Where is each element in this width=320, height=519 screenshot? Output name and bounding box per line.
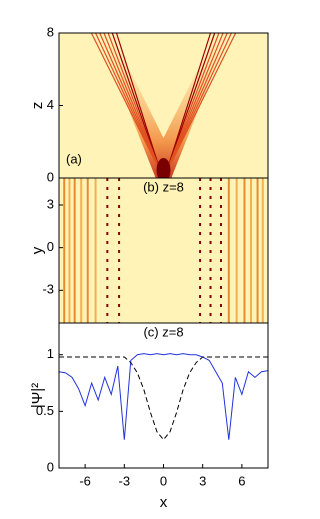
x-axis-label: x xyxy=(160,494,168,511)
heatmap-ridge xyxy=(165,32,228,174)
y-axis-label: |Ψ|² xyxy=(29,383,46,408)
heatmap-ridge xyxy=(165,32,220,174)
plot-bg xyxy=(59,323,268,468)
figure: 0 4 8 z (a) -3 0 3 y (b) z=8 -6 -3 0 3 6 x 0 0.5 1 |Ψ|² (c) … xyxy=(29,24,269,511)
y-axis-label: y xyxy=(29,246,46,254)
y-tick-label: 0 xyxy=(47,459,54,474)
x-tick-label: 3 xyxy=(199,473,206,488)
data-line xyxy=(59,356,268,441)
heatmap-ridge xyxy=(165,32,224,174)
axes-frame xyxy=(58,322,269,469)
heatmap-glow xyxy=(98,33,229,178)
x-tick-label: 0 xyxy=(160,473,167,488)
y-tick-label: 1 xyxy=(47,346,54,361)
heatmap-core xyxy=(156,158,171,182)
heatmap-ridge xyxy=(103,32,162,174)
heatmap-bg xyxy=(59,178,268,323)
heatmap-ridge xyxy=(165,32,237,174)
heatmap-ridge xyxy=(95,32,162,174)
heatmap-ridge xyxy=(90,32,162,174)
x-tick-label: -3 xyxy=(119,473,131,488)
y-tick-label: 0 xyxy=(47,169,54,184)
y-tick-label: 4 xyxy=(47,97,54,112)
y-tick-label: -3 xyxy=(42,282,54,297)
y-tick-label: 0.5 xyxy=(36,403,54,418)
y-tick-label: 8 xyxy=(47,24,54,39)
heatmap-ridge xyxy=(165,32,232,174)
x-tick-label: 6 xyxy=(238,473,245,488)
y-axis-label: z xyxy=(29,102,46,110)
heatmap-ridge xyxy=(99,32,162,174)
data-line xyxy=(58,353,269,440)
heatmap-ridge xyxy=(165,32,212,174)
panel-annotation: (b) z=8 xyxy=(143,179,184,194)
heatmap-ridge xyxy=(115,32,162,174)
heatmap-ridge xyxy=(165,32,216,174)
panel-annotation: (a) xyxy=(66,151,82,166)
heatmap-ridge xyxy=(111,32,162,174)
y-tick-label: 3 xyxy=(47,196,54,211)
y-tick-label: 0 xyxy=(47,239,54,254)
panel-annotation: (c) z=8 xyxy=(143,324,183,339)
x-tick-label: -6 xyxy=(79,473,91,488)
heatmap-ridge xyxy=(107,32,162,174)
